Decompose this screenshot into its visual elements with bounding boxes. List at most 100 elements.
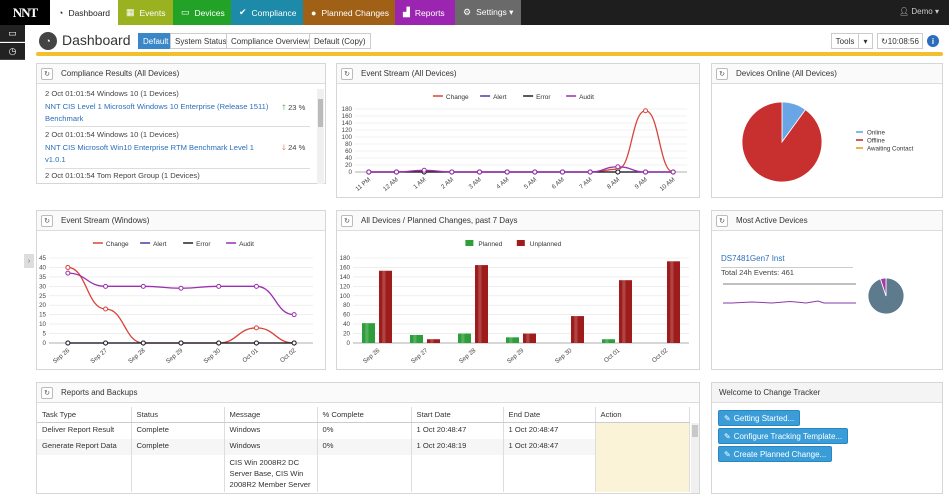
column-header[interactable]: Task Type <box>37 407 132 423</box>
refresh-icon[interactable]: ↻ <box>41 387 53 399</box>
column-header[interactable]: % Complete <box>317 407 412 423</box>
active-pie-slice <box>879 277 887 297</box>
refresh-icon[interactable]: ↻ <box>41 215 53 227</box>
sidebar-toggle-icon[interactable]: › <box>24 254 34 268</box>
table-row[interactable]: CIS Win 2008R2 DC Server Base, CIS Win 2… <box>37 454 690 492</box>
data-point <box>65 264 71 270</box>
refresh-icon[interactable]: ↻ <box>716 68 728 80</box>
nav-compliance[interactable]: ✔ Compliance <box>231 0 303 25</box>
nav-dashboard[interactable]: ◔ Dashboard <box>50 0 118 25</box>
panel-title: Devices Online (All Devices) <box>736 69 837 78</box>
tab-default[interactable]: Default <box>138 33 174 49</box>
compliance-link[interactable]: NNT CIS Level 1 Microsoft Windows 10 Ent… <box>45 102 269 111</box>
dashboard-header: ◔ Dashboard Default System Status Compli… <box>36 30 943 52</box>
button-label: Create Planned Change... <box>733 449 827 459</box>
legend-label: Unplanned <box>530 241 562 248</box>
data-point <box>504 169 510 175</box>
getting-started-button[interactable]: ✎ Getting Started... <box>718 410 801 426</box>
table-row[interactable]: Deliver Report Result Complete Windows 0… <box>37 422 690 439</box>
column-header[interactable]: End Date <box>503 407 596 423</box>
data-point <box>560 169 565 175</box>
table-cell: CIS Win 2008R2 DC Server Base, CIS Win 2… <box>224 454 318 492</box>
series-line-change <box>368 110 674 173</box>
info-icon[interactable]: i <box>927 35 939 47</box>
table-cell <box>131 454 225 492</box>
chart-icon: ▟ <box>403 7 410 17</box>
legend-label: Planned <box>478 241 502 248</box>
series-line-audit <box>368 166 674 173</box>
data-point <box>394 169 399 175</box>
create-planned-change-button[interactable]: ✎ Create Planned Change... <box>718 446 833 462</box>
nav-events[interactable]: ▦ Events <box>118 0 173 25</box>
compliance-link[interactable]: NNT CIS Microsoft Win10 Enterprise RTM B… <box>45 143 255 152</box>
y-tick-label: 60 <box>343 312 350 319</box>
tab-default-copy[interactable]: Default (Copy) <box>309 33 371 49</box>
configure-template-button[interactable]: ✎ Configure Tracking Template... <box>718 428 849 444</box>
column-header[interactable]: Start Date <box>411 407 504 423</box>
refresh-icon[interactable]: ↻ <box>341 215 353 227</box>
scrollbar-thumb[interactable] <box>692 425 698 437</box>
panel-header: ↻ Most Active Devices <box>712 211 942 231</box>
sidebar-clock-icon[interactable]: ◷ <box>0 43 25 60</box>
legend-label: Audit <box>579 94 594 101</box>
column-header[interactable]: Message <box>224 407 318 423</box>
legend-label: Error <box>196 241 211 248</box>
column-header[interactable]: Status <box>131 407 225 423</box>
y-tick-label: 20 <box>345 162 352 169</box>
x-tick-label: 7 AM <box>578 176 593 190</box>
tools-dropdown-icon[interactable]: ▾ <box>858 33 873 49</box>
refresh-icon[interactable]: ↻ <box>41 68 53 80</box>
clock-refresh-button[interactable]: ↻ 10:08:56 <box>877 33 923 49</box>
compliance-link-cont[interactable]: Benchmark <box>45 114 84 123</box>
panel-title: Welcome to Change Tracker <box>719 388 821 397</box>
user-menu[interactable]: 👤︎ Demo ▾ <box>899 7 939 16</box>
nav-reports[interactable]: ▟ Reports <box>395 0 455 25</box>
table-cell <box>411 454 504 492</box>
y-tick-label: 100 <box>340 293 351 300</box>
y-tick-label: 10 <box>39 321 46 328</box>
y-tick-label: 35 <box>39 274 46 281</box>
refresh-icon[interactable]: ↻ <box>341 68 353 80</box>
panel-title: Event Stream (Windows) <box>61 216 150 225</box>
table-cell: 0% <box>317 422 412 439</box>
tools-button[interactable]: Tools <box>831 33 859 49</box>
active-device-link[interactable]: DS7481Gen7 Inst <box>721 254 785 263</box>
refresh-icon[interactable]: ↻ <box>716 215 728 227</box>
scrollbar[interactable] <box>691 423 699 493</box>
nav-planned-changes[interactable]: ● Planned Changes <box>303 0 395 25</box>
bar-highlight <box>574 316 578 343</box>
scrollbar[interactable] <box>317 89 324 184</box>
data-point <box>532 169 538 175</box>
data-point <box>615 164 621 170</box>
tab-system-status[interactable]: System Status <box>170 33 232 49</box>
data-point <box>103 306 109 312</box>
x-tick-label: 6 AM <box>550 176 565 190</box>
x-tick-label: Sep 28 <box>458 347 478 365</box>
table-row[interactable]: Generate Report Data Complete Windows 0%… <box>37 438 690 455</box>
y-tick-label: 120 <box>342 127 353 134</box>
scrollbar-thumb[interactable] <box>318 99 323 127</box>
button-label: Getting Started... <box>733 413 795 423</box>
nav-settings[interactable]: ⚙ Settings ▾ <box>455 0 521 25</box>
panel-title: Reports and Backups <box>61 388 138 397</box>
data-point <box>291 312 297 318</box>
message-line: Server Base, CIS Win <box>229 468 304 478</box>
y-tick-label: 40 <box>345 155 352 162</box>
compliance-link-cont[interactable]: v1.0.1 <box>45 155 66 164</box>
y-tick-label: 20 <box>343 331 350 338</box>
nnt-logo[interactable]: NNT <box>0 0 50 25</box>
column-header[interactable]: Action <box>595 407 690 423</box>
data-point <box>65 340 71 346</box>
data-point <box>216 340 222 346</box>
y-tick-label: 160 <box>340 264 351 271</box>
y-tick-label: 80 <box>343 302 350 309</box>
sidebar-monitor-icon[interactable]: ▭ <box>0 25 25 42</box>
refresh-icon: ↻ <box>881 36 888 46</box>
data-point <box>366 169 372 175</box>
data-point <box>253 325 259 331</box>
tab-compliance-overview[interactable]: Compliance Overview <box>226 33 314 49</box>
nav-devices[interactable]: ▭ Devices <box>173 0 231 25</box>
most-active-chart <box>723 277 905 315</box>
divider <box>45 168 310 169</box>
x-tick-label: 10 AM <box>659 176 677 193</box>
